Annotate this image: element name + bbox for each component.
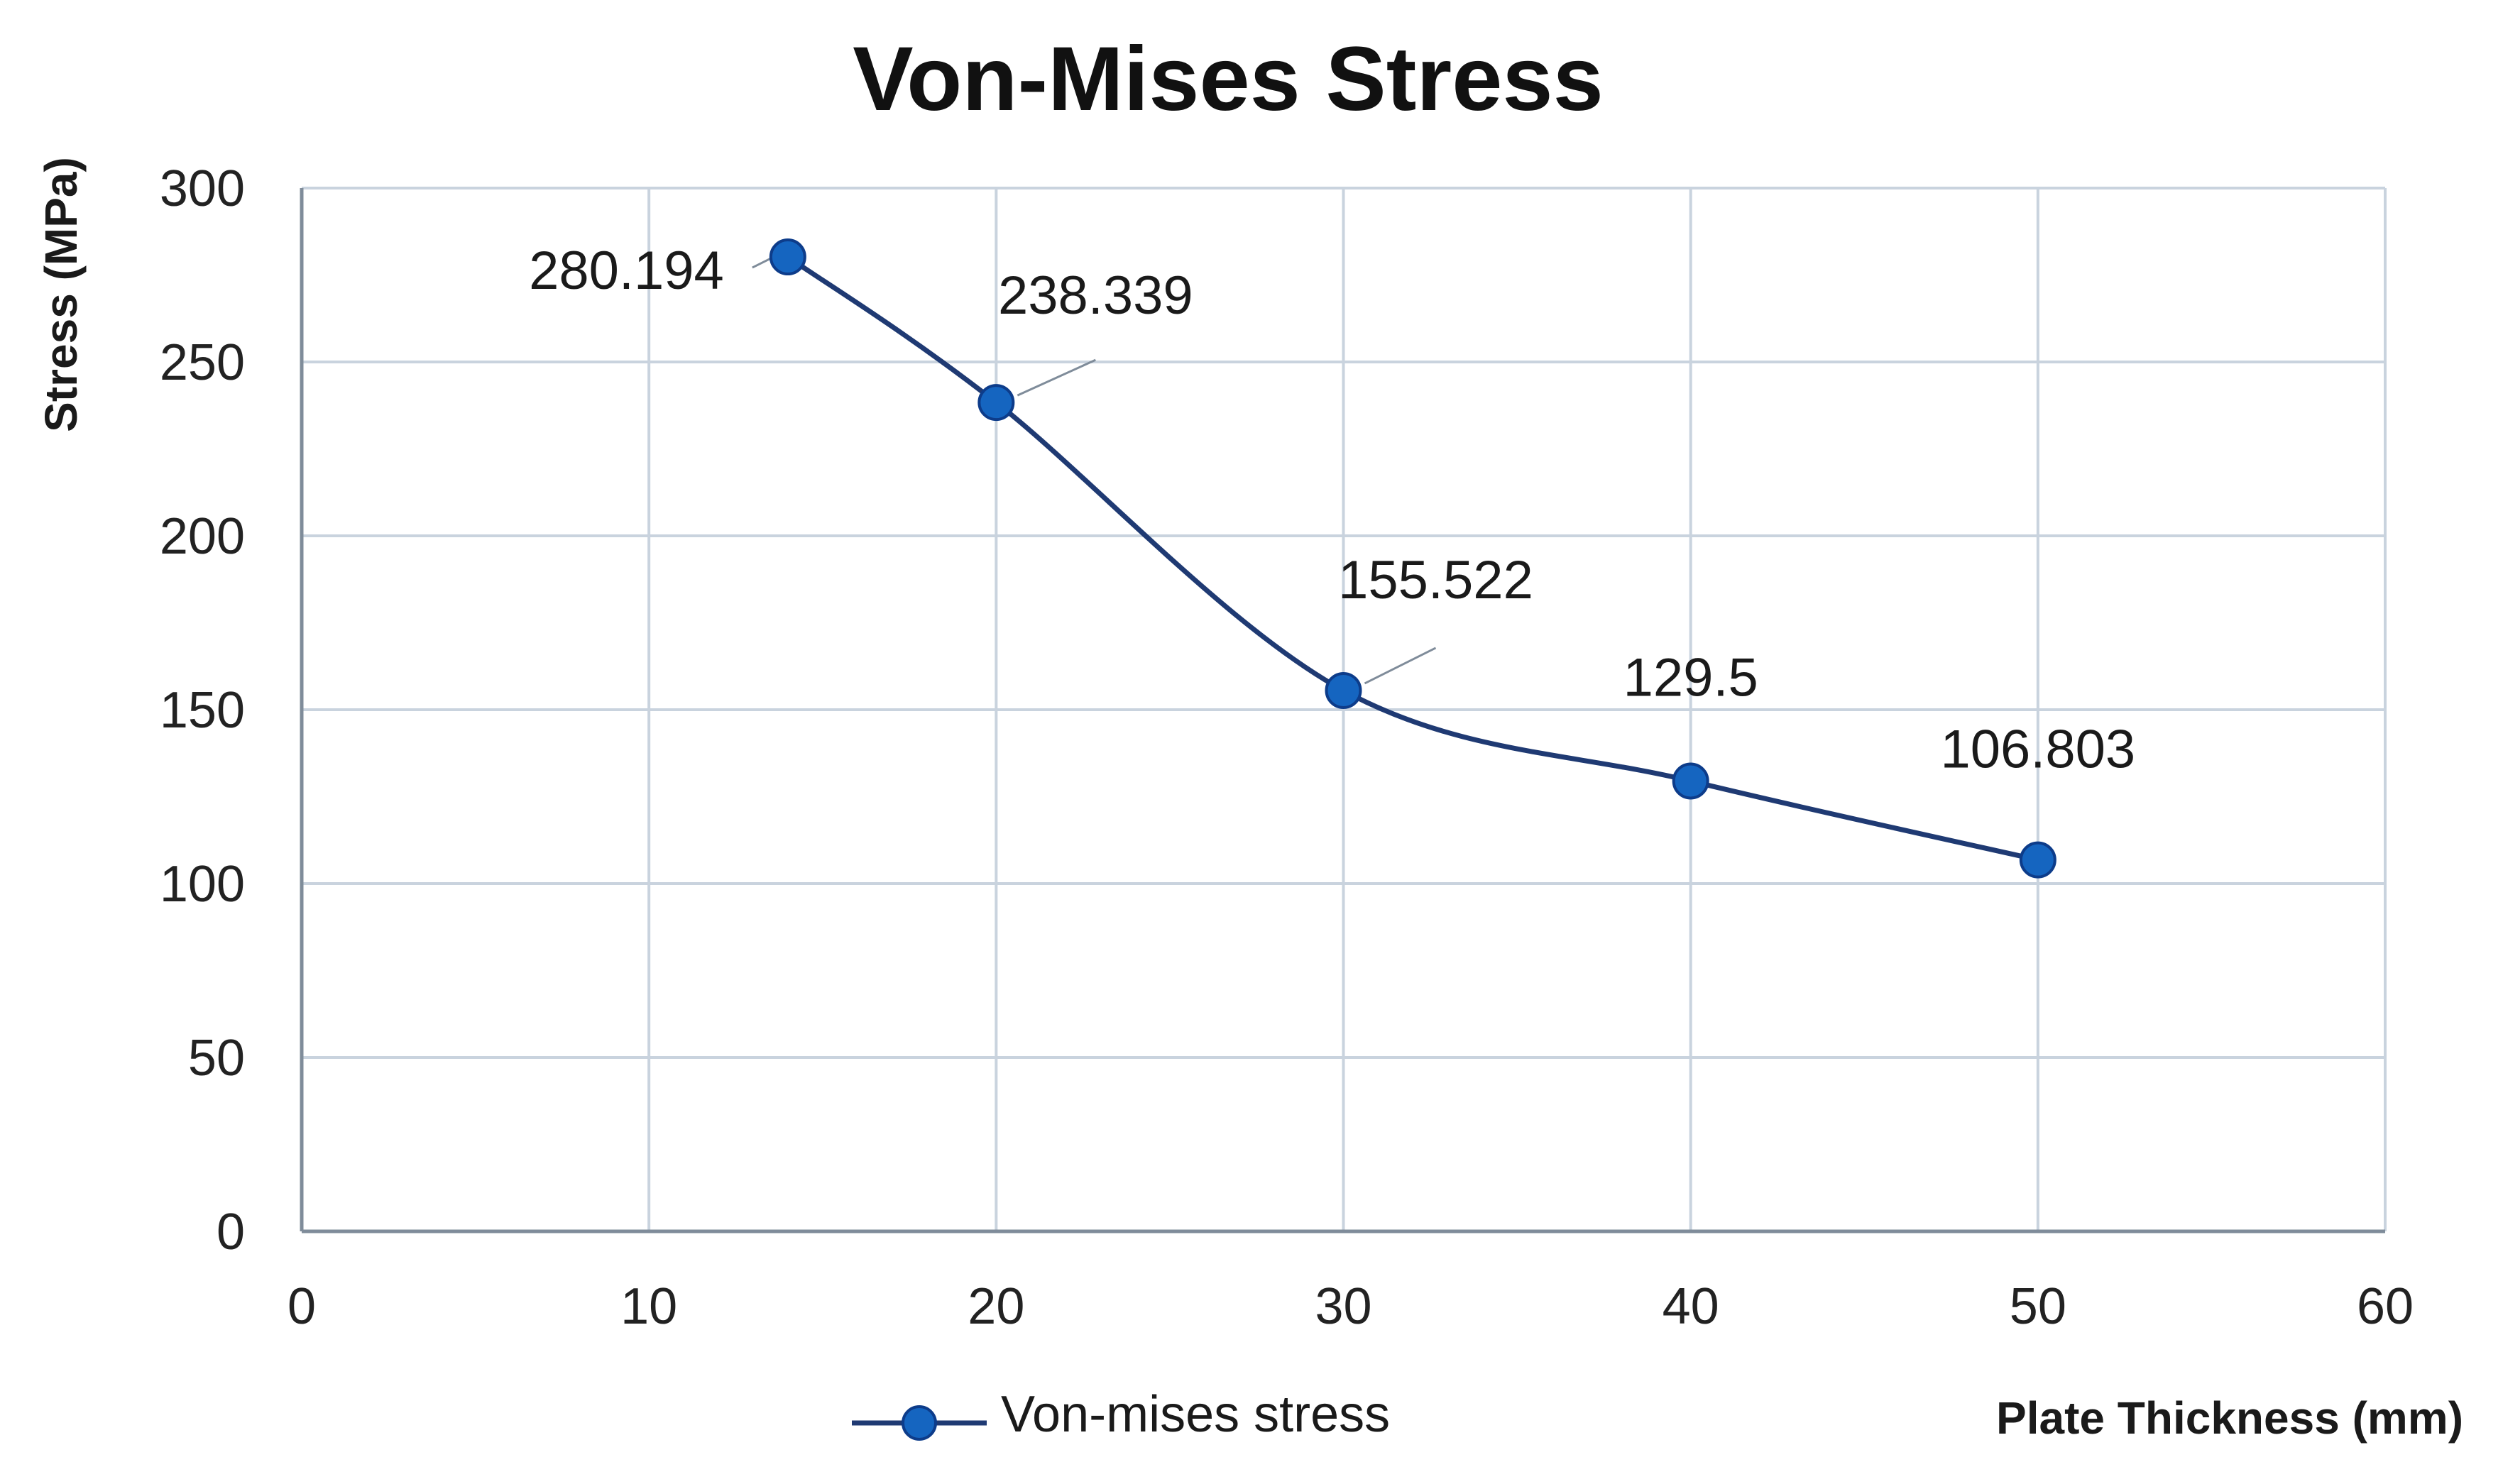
y-tick-label: 300 bbox=[160, 160, 245, 217]
axes bbox=[300, 188, 2385, 1233]
data-point bbox=[2019, 841, 2056, 879]
x-tick-label: 0 bbox=[287, 1278, 316, 1335]
chart-title: Von-Mises Stress bbox=[853, 28, 1604, 130]
y-tick-label: 150 bbox=[160, 682, 245, 739]
y-tick-label: 250 bbox=[160, 334, 245, 391]
y-tick-label: 0 bbox=[217, 1204, 245, 1260]
data-label: 238.339 bbox=[998, 265, 1193, 326]
data-label: 280.194 bbox=[529, 241, 724, 301]
x-axis-title: Plate Thickness (mm) bbox=[1996, 1392, 2463, 1444]
data-labels: 280.194 238.339 155.522 129.5 106.803 bbox=[529, 241, 2135, 780]
y-tick-label: 50 bbox=[188, 1030, 245, 1087]
data-point bbox=[1325, 671, 1362, 709]
tick-labels: 0 50 100 150 200 250 300 0 10 20 30 40 50 60 bbox=[160, 160, 2414, 1335]
x-tick-label: 60 bbox=[2357, 1278, 2414, 1335]
data-label: 155.522 bbox=[1338, 550, 1533, 610]
x-tick-label: 20 bbox=[968, 1278, 1024, 1335]
y-axis-title: Stress (MPa) bbox=[35, 157, 87, 432]
legend-label: Von-mises stress bbox=[1001, 1386, 1390, 1443]
y-tick-label: 100 bbox=[160, 856, 245, 913]
data-point bbox=[977, 384, 1015, 422]
x-tick-label: 40 bbox=[1663, 1278, 1719, 1335]
legend-marker bbox=[902, 1405, 937, 1441]
x-tick-label: 50 bbox=[2010, 1278, 2066, 1335]
x-tick-label: 10 bbox=[620, 1278, 677, 1335]
data-label-leader bbox=[1017, 358, 1096, 397]
legend: Von-mises stress bbox=[852, 1386, 1390, 1443]
data-point bbox=[769, 238, 806, 276]
grid bbox=[302, 187, 2387, 1231]
data-point bbox=[1672, 762, 1709, 800]
x-tick-label: 30 bbox=[1315, 1278, 1371, 1335]
data-label-leader bbox=[1364, 647, 1437, 685]
data-label: 106.803 bbox=[1940, 720, 2135, 780]
y-tick-label: 200 bbox=[160, 508, 245, 565]
series bbox=[769, 238, 2056, 879]
data-label: 129.5 bbox=[1623, 647, 1758, 708]
